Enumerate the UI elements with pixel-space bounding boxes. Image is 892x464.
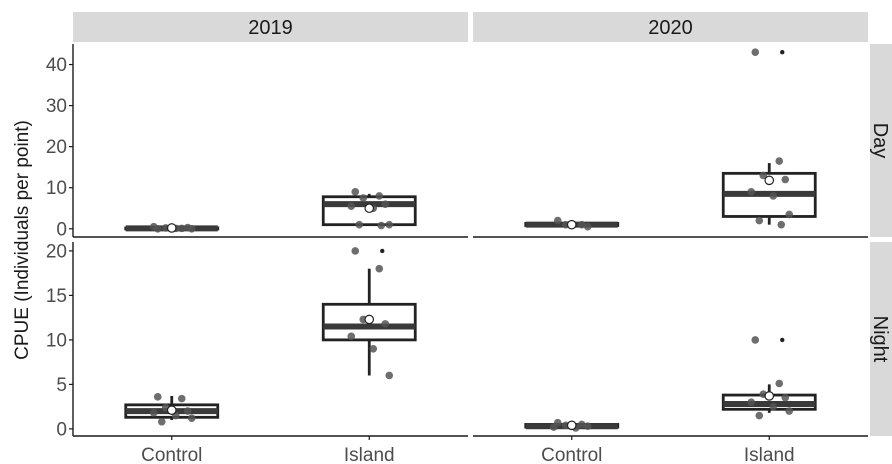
panel-2019-day-island-point — [347, 202, 356, 211]
panel-2019-night-control-point — [157, 417, 166, 426]
panel-2020-day-control-point — [553, 216, 562, 225]
panel-2020-night-island-point — [785, 407, 794, 415]
panel-2020-night-island-mean — [764, 391, 775, 401]
panel-2020-night-x-tick-label: Control — [541, 445, 602, 464]
panel-2019-day-island-point — [381, 200, 390, 208]
y-axis-title: CPUE (Individuals per point) — [12, 120, 33, 360]
panel-2019-night-control-point — [187, 414, 196, 423]
panel-2019-night-x-tick-label: Control — [141, 445, 202, 464]
panel-2020-day-island-point — [751, 48, 760, 57]
panel-2019-night-island-point — [351, 247, 360, 255]
panel-2019-day-y-tick-label: 40 — [46, 55, 67, 76]
panel-2019-night-y-tick-label: 0 — [56, 419, 67, 440]
panel-2019-night-island-point — [375, 264, 384, 273]
strip-2019: 2019 — [73, 12, 468, 42]
panel-2020-day-island-point — [777, 220, 786, 229]
panel-2019-night-island-outlier — [380, 248, 385, 254]
panel-2019-night-island-group — [321, 247, 417, 380]
panel-2019-day-island-point — [377, 221, 386, 230]
panel-2020-night-island-group — [721, 336, 817, 420]
panel-2020-day-island-point — [785, 210, 794, 219]
panel-2020-night-island-point — [747, 398, 756, 406]
panel-2019-night: 0 5 10 15 20 Control Island — [46, 241, 468, 464]
panel-2019-night-island-point — [369, 344, 378, 353]
strip-day-label: Day — [869, 123, 891, 159]
panel-2020-day-control-group — [524, 216, 620, 231]
panel-2019-night-y-tick-label: 15 — [46, 286, 67, 307]
panel-2019-day-control-point — [149, 222, 158, 231]
strip-2019-label: 2019 — [248, 17, 293, 39]
panel-2020-night-island-point — [751, 336, 760, 344]
panel-2020-night: Control Island — [473, 336, 868, 464]
panel-2020-night-x-tick-label: Island — [744, 445, 795, 464]
panel-2020-day-island-point — [759, 171, 768, 180]
panel-2020-day — [473, 48, 868, 238]
strip-night-label: Night — [869, 316, 891, 363]
panel-2019-night-control-point — [153, 393, 162, 401]
panel-2019-night-control-point — [149, 409, 158, 417]
strip-night: Night — [869, 242, 892, 436]
panel-2019-day-control-point — [187, 224, 196, 233]
panel-2019-night-y-tick-label: 20 — [46, 241, 67, 262]
panel-2020-night-control-point — [583, 422, 592, 431]
panel-2020-day-island-outlier — [780, 50, 785, 55]
panel-2019-day-y-tick-label: 20 — [46, 137, 67, 158]
panel-2020-night-island-point — [755, 411, 764, 420]
panel-2019-day-island-point — [355, 220, 364, 229]
panel-2020-day-control-point — [583, 222, 592, 231]
panel-2020-day-control-mean — [566, 219, 577, 230]
panel-2019-day-island-point — [385, 220, 394, 229]
strip-day: Day — [869, 44, 892, 237]
column-strips: 2019 2020 — [73, 12, 868, 42]
panel-2019-night-control-mean — [166, 405, 177, 415]
panel-2019-night-island-point — [347, 332, 356, 341]
panel-2020-day-island-mean — [764, 175, 775, 186]
panel-2019-night-island-point — [385, 371, 394, 380]
panel-2020-night-island-point — [781, 393, 790, 402]
panel-2020-night-control-group — [524, 418, 620, 432]
panel-2020-night-control-mean — [566, 420, 577, 431]
panel-2020-night-control-point — [549, 423, 558, 431]
panel-2019-night-control-point — [177, 394, 186, 403]
panel-2019-day-island-group — [321, 188, 417, 230]
strip-2020: 2020 — [473, 12, 868, 42]
panel-2020-night-island-outlier — [780, 337, 785, 343]
strip-day-bg — [870, 44, 892, 237]
panel-2020-day-island-group — [721, 48, 817, 229]
strip-2019-bg — [73, 12, 468, 42]
panel-2019-night-island-mean — [364, 314, 375, 325]
panel-2019-day-island-mean — [364, 203, 375, 214]
panel-2020-day-island-point — [781, 175, 790, 184]
panel-2019-day-control-point — [177, 224, 186, 233]
panel-2020-day-island-point — [769, 192, 778, 200]
panel-2019-day-y-tick-label: 30 — [46, 96, 67, 117]
panel-2019-night-control-point — [183, 407, 192, 415]
panel-2019-night-y-tick-label: 5 — [56, 375, 67, 396]
chart-panels: 0 10 20 30 40 0 5 10 15 20 Control Island Control Isl… — [46, 44, 868, 464]
panel-2019-day-control-mean — [166, 223, 177, 233]
panel-2020-day-island-point — [747, 188, 756, 196]
panel-2019-night-x-tick-label: Island — [344, 445, 395, 464]
panel-2019-day-y-tick-label: 10 — [46, 178, 67, 199]
panel-2019-night-y-tick-label: 10 — [46, 330, 67, 351]
panel-2019-night-island-point — [381, 320, 390, 328]
panel-2019-day: 0 10 20 30 40 — [46, 44, 468, 240]
panel-2020-night-island-point — [775, 379, 784, 388]
panel-2020-night-control-point — [577, 420, 586, 429]
panel-2020-day-control-point — [577, 220, 586, 229]
panel-2019-night-control-group — [124, 393, 220, 426]
strip-night-bg — [870, 242, 892, 436]
panel-2019-day-island-point — [359, 194, 368, 202]
strip-2020-bg — [473, 12, 868, 42]
panel-2019-day-island-point — [351, 188, 360, 196]
strip-2020-label: 2020 — [648, 17, 693, 39]
panel-2020-night-island-point — [769, 402, 778, 411]
panel-2020-day-island-point — [755, 216, 764, 225]
panel-2019-day-island-point — [375, 192, 384, 200]
row-strips: Day Night — [869, 44, 892, 436]
panel-2019-day-y-tick-label: 0 — [56, 219, 67, 240]
panel-2019-day-control-group — [124, 222, 220, 233]
panel-2020-day-island-point — [775, 157, 784, 165]
